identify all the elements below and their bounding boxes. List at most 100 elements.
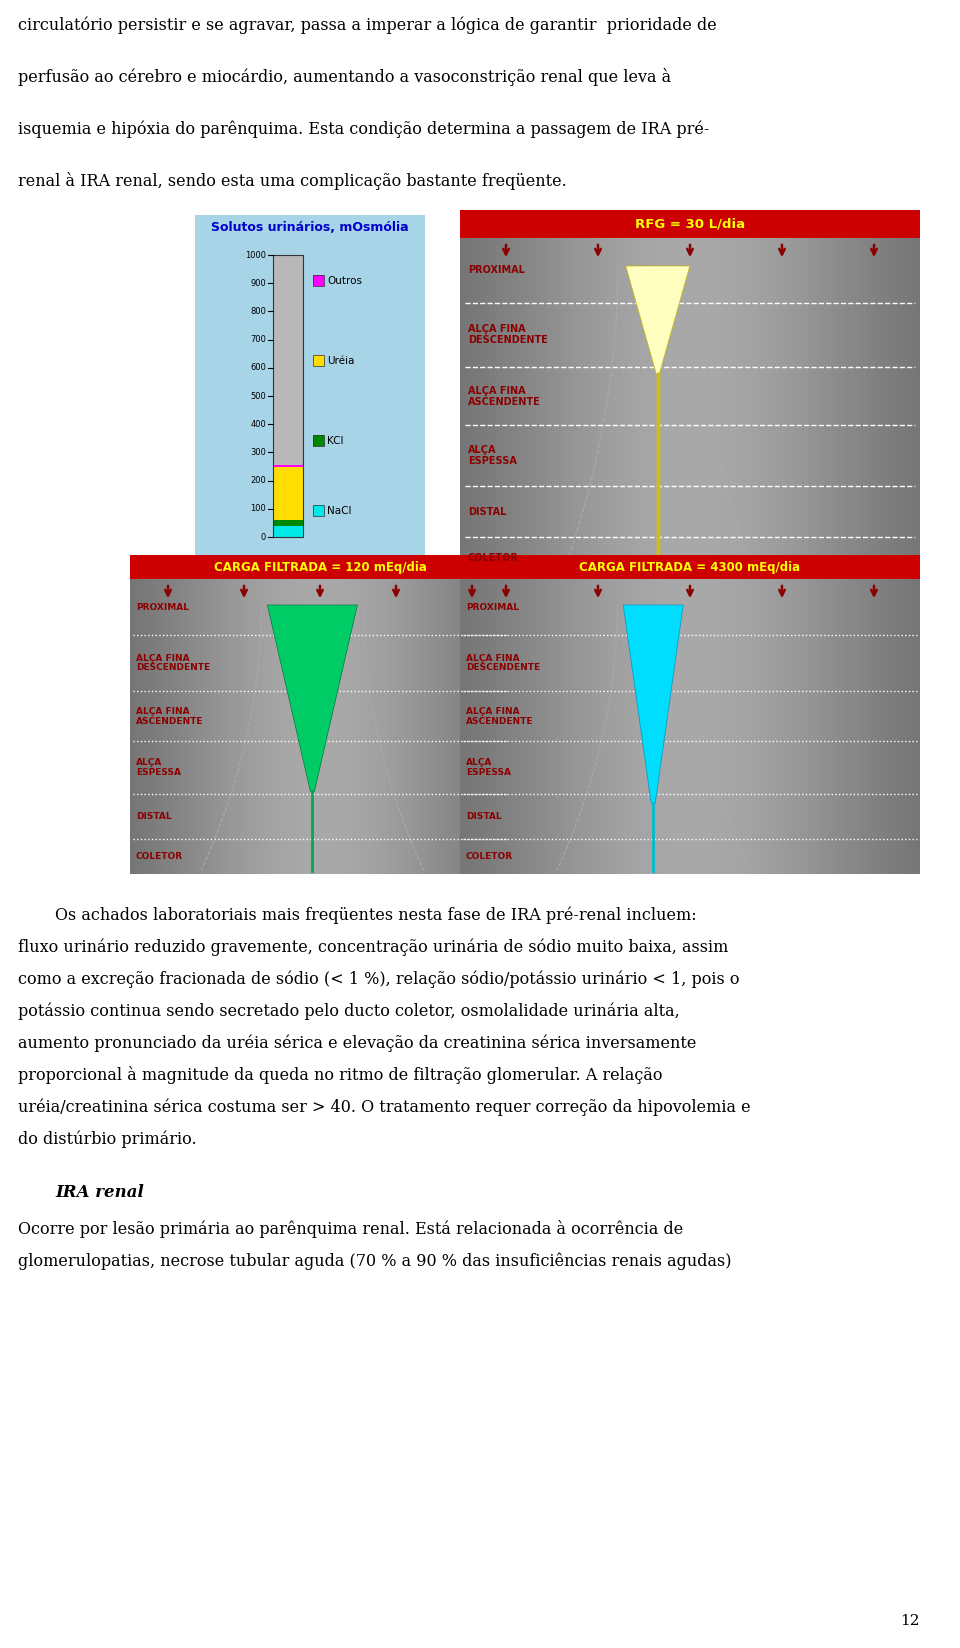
Bar bbox=[154, 578, 155, 873]
Bar bbox=[911, 578, 912, 873]
Bar bbox=[717, 237, 718, 578]
Bar bbox=[755, 237, 756, 578]
Bar bbox=[147, 578, 148, 873]
Bar bbox=[897, 237, 898, 578]
Bar bbox=[918, 578, 919, 873]
Bar bbox=[673, 578, 674, 873]
Text: 12: 12 bbox=[900, 1613, 920, 1628]
Bar bbox=[592, 578, 593, 873]
Bar bbox=[430, 578, 431, 873]
Bar bbox=[563, 237, 564, 578]
Bar bbox=[406, 578, 407, 873]
Bar bbox=[885, 578, 886, 873]
Bar bbox=[390, 578, 391, 873]
Bar bbox=[814, 578, 815, 873]
Bar bbox=[607, 237, 608, 578]
Bar bbox=[532, 237, 533, 578]
Bar bbox=[849, 578, 850, 873]
Bar bbox=[488, 237, 489, 578]
Bar bbox=[266, 578, 267, 873]
Bar bbox=[676, 578, 677, 873]
Bar bbox=[719, 578, 720, 873]
Bar bbox=[766, 237, 767, 578]
Bar bbox=[287, 578, 288, 873]
Bar bbox=[505, 237, 506, 578]
Bar bbox=[483, 237, 484, 578]
Bar bbox=[400, 578, 401, 873]
Bar bbox=[677, 578, 678, 873]
Bar bbox=[177, 578, 178, 873]
Bar bbox=[675, 237, 676, 578]
Bar bbox=[529, 578, 530, 873]
Bar bbox=[707, 237, 708, 578]
Bar bbox=[301, 578, 302, 873]
Bar bbox=[264, 578, 265, 873]
Bar bbox=[202, 578, 203, 873]
Bar bbox=[848, 237, 849, 578]
Bar bbox=[286, 578, 287, 873]
Bar bbox=[155, 578, 156, 873]
Bar bbox=[827, 237, 828, 578]
Bar bbox=[856, 578, 857, 873]
Bar bbox=[859, 578, 860, 873]
Bar bbox=[481, 578, 482, 873]
Bar bbox=[821, 237, 822, 578]
Bar bbox=[832, 578, 833, 873]
Bar bbox=[857, 578, 858, 873]
Bar bbox=[903, 237, 904, 578]
Bar bbox=[470, 578, 471, 873]
Bar bbox=[235, 578, 236, 873]
Bar bbox=[800, 237, 801, 578]
Bar bbox=[259, 578, 260, 873]
Bar bbox=[654, 237, 655, 578]
Text: 700: 700 bbox=[251, 335, 266, 344]
Bar bbox=[754, 578, 755, 873]
Bar bbox=[253, 578, 254, 873]
Bar bbox=[244, 578, 245, 873]
Bar bbox=[658, 578, 659, 873]
Bar bbox=[156, 578, 157, 873]
Bar bbox=[776, 237, 777, 578]
Bar bbox=[291, 578, 292, 873]
Text: NaCl: NaCl bbox=[327, 506, 351, 516]
Bar bbox=[343, 578, 344, 873]
Bar bbox=[353, 578, 354, 873]
Bar bbox=[763, 237, 764, 578]
Bar bbox=[506, 578, 507, 873]
Bar bbox=[441, 578, 442, 873]
Bar bbox=[743, 578, 744, 873]
Bar bbox=[872, 578, 873, 873]
Bar bbox=[876, 237, 877, 578]
Bar bbox=[518, 237, 519, 578]
Bar bbox=[716, 578, 717, 873]
Bar bbox=[467, 578, 468, 873]
Bar bbox=[161, 578, 162, 873]
Bar bbox=[516, 237, 517, 578]
Bar bbox=[281, 578, 282, 873]
Bar bbox=[295, 578, 296, 873]
Bar bbox=[630, 237, 631, 578]
Bar bbox=[495, 578, 496, 873]
Bar bbox=[168, 578, 169, 873]
Bar bbox=[741, 237, 742, 578]
Bar bbox=[868, 237, 869, 578]
Bar bbox=[490, 237, 491, 578]
Bar bbox=[510, 578, 511, 873]
Bar bbox=[733, 578, 734, 873]
Bar bbox=[841, 578, 842, 873]
Bar bbox=[589, 237, 590, 578]
Bar bbox=[713, 578, 714, 873]
Bar bbox=[525, 237, 526, 578]
Bar bbox=[524, 237, 525, 578]
Text: ALÇA FINA
DESCENDENTE: ALÇA FINA DESCENDENTE bbox=[468, 325, 548, 346]
Bar bbox=[823, 237, 824, 578]
Bar bbox=[500, 237, 501, 578]
Bar bbox=[575, 578, 576, 873]
Bar bbox=[780, 237, 781, 578]
Bar bbox=[675, 578, 676, 873]
Bar bbox=[702, 237, 703, 578]
Bar bbox=[567, 578, 568, 873]
Bar bbox=[773, 237, 774, 578]
Bar bbox=[803, 578, 804, 873]
Bar bbox=[313, 354, 324, 366]
